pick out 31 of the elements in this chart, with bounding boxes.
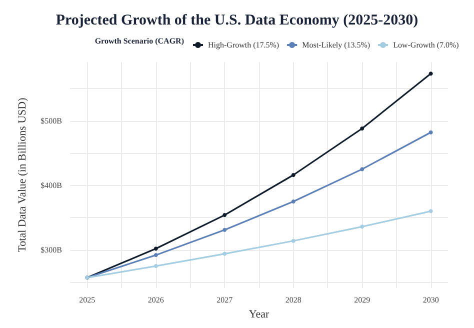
x-tick-label: 2026: [148, 296, 164, 304]
x-axis-title: Year: [248, 308, 270, 320]
point: [360, 224, 364, 229]
x-tick-label: 2025: [79, 296, 96, 304]
legend-label: Most-Likely (13.5%): [302, 40, 370, 50]
point: [291, 238, 296, 243]
point: [222, 252, 227, 256]
legend-label: High-Growth (17.5%): [208, 40, 280, 50]
legend-label: Low-Growth (7.0%): [393, 40, 460, 50]
point: [428, 130, 433, 134]
y-tick-label: $500B: [40, 116, 62, 126]
point: [360, 126, 364, 131]
x-tick-label: 2027: [216, 296, 233, 304]
legend-title: Growth Scenario (CAGR): [94, 36, 184, 46]
point: [428, 72, 433, 76]
point: [291, 173, 296, 177]
point: [360, 167, 364, 172]
point: [154, 264, 158, 268]
point: [428, 209, 433, 214]
point: [291, 199, 296, 204]
y-tick-label: $300B: [40, 245, 62, 254]
x-tick-label: 2030: [422, 296, 439, 304]
chart-title: Projected Growth of the U.S. Data Economy (2025-2030): [56, 12, 418, 28]
point: [154, 246, 158, 251]
y-tick-label: $400B: [40, 180, 62, 190]
point: [222, 228, 227, 232]
x-tick-label: 2028: [285, 296, 302, 304]
point: [222, 213, 227, 218]
point: [154, 253, 158, 258]
y-axis-title: Total Data Value (in Billions USD): [16, 97, 28, 252]
x-tick-label: 2029: [354, 296, 370, 304]
